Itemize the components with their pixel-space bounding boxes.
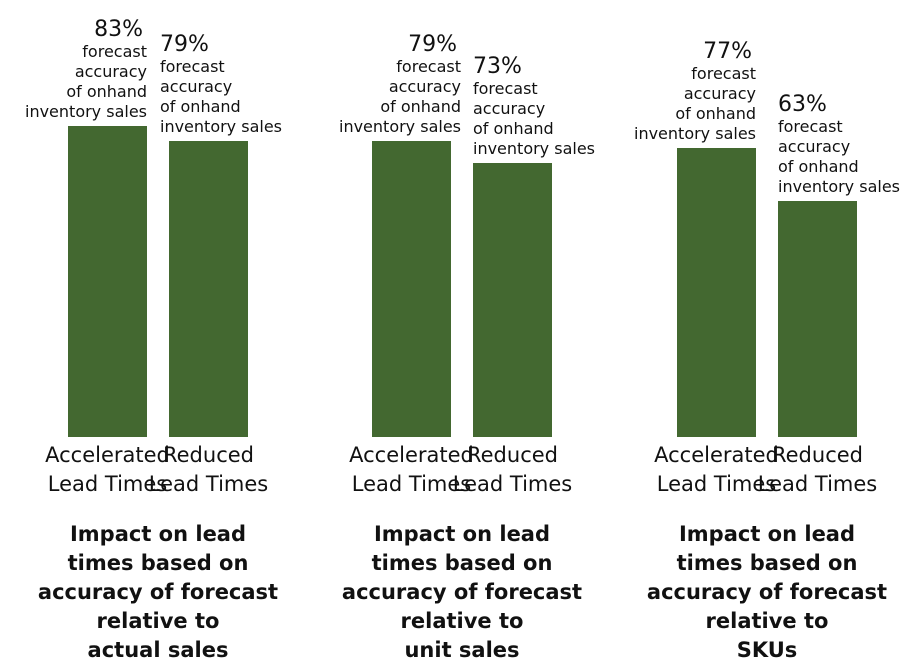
category-label: Accelerated Lead Times — [654, 443, 779, 496]
category-label: Accelerated Lead Times — [45, 443, 170, 496]
bar — [68, 125, 147, 437]
value-label: 77% forecast accuracy of onhand inventory… — [634, 40, 756, 144]
category-label: Reduced Lead Times — [148, 443, 269, 496]
percent-label: 77% — [703, 39, 752, 65]
percent-label: 79% — [408, 31, 457, 57]
annotation: forecast accuracy of onhand inventory sa… — [634, 64, 756, 144]
annotation: forecast accuracy of onhand inventory sa… — [25, 41, 147, 121]
annotation: forecast accuracy of onhand inventory sa… — [473, 79, 595, 159]
value-label: 73% forecast accuracy of onhand inventory… — [473, 55, 595, 159]
percent-label: 79% — [160, 31, 209, 57]
bar — [169, 140, 248, 437]
percent-label: 83% — [94, 16, 143, 42]
category-label: Reduced Lead Times — [757, 443, 878, 496]
category-label: Accelerated Lead Times — [349, 443, 474, 496]
bar — [473, 163, 552, 437]
annotation: forecast accuracy of onhand inventory sa… — [339, 56, 461, 136]
percent-label: 73% — [473, 54, 522, 80]
value-label: 79% forecast accuracy of onhand inventory… — [339, 31, 461, 137]
chart-title: Impact on lead times based on accuracy o… — [37, 522, 279, 662]
bar — [372, 140, 451, 437]
value-label: 83% forecast accuracy of onhand inventory… — [25, 16, 147, 122]
chart-title: Impact on lead times based on accuracy o… — [646, 522, 888, 662]
value-label: 79% forecast accuracy of onhand inventory… — [160, 31, 282, 137]
chart-title: Impact on lead times based on accuracy o… — [341, 522, 583, 662]
value-label: 63% forecast accuracy of onhand inventory… — [778, 91, 900, 197]
bar — [778, 200, 857, 437]
category-label: Reduced Lead Times — [452, 443, 573, 496]
bar — [677, 148, 756, 437]
percent-label: 63% — [778, 91, 827, 117]
annotation: forecast accuracy of onhand inventory sa… — [778, 116, 900, 196]
annotation: forecast accuracy of onhand inventory sa… — [160, 56, 282, 136]
